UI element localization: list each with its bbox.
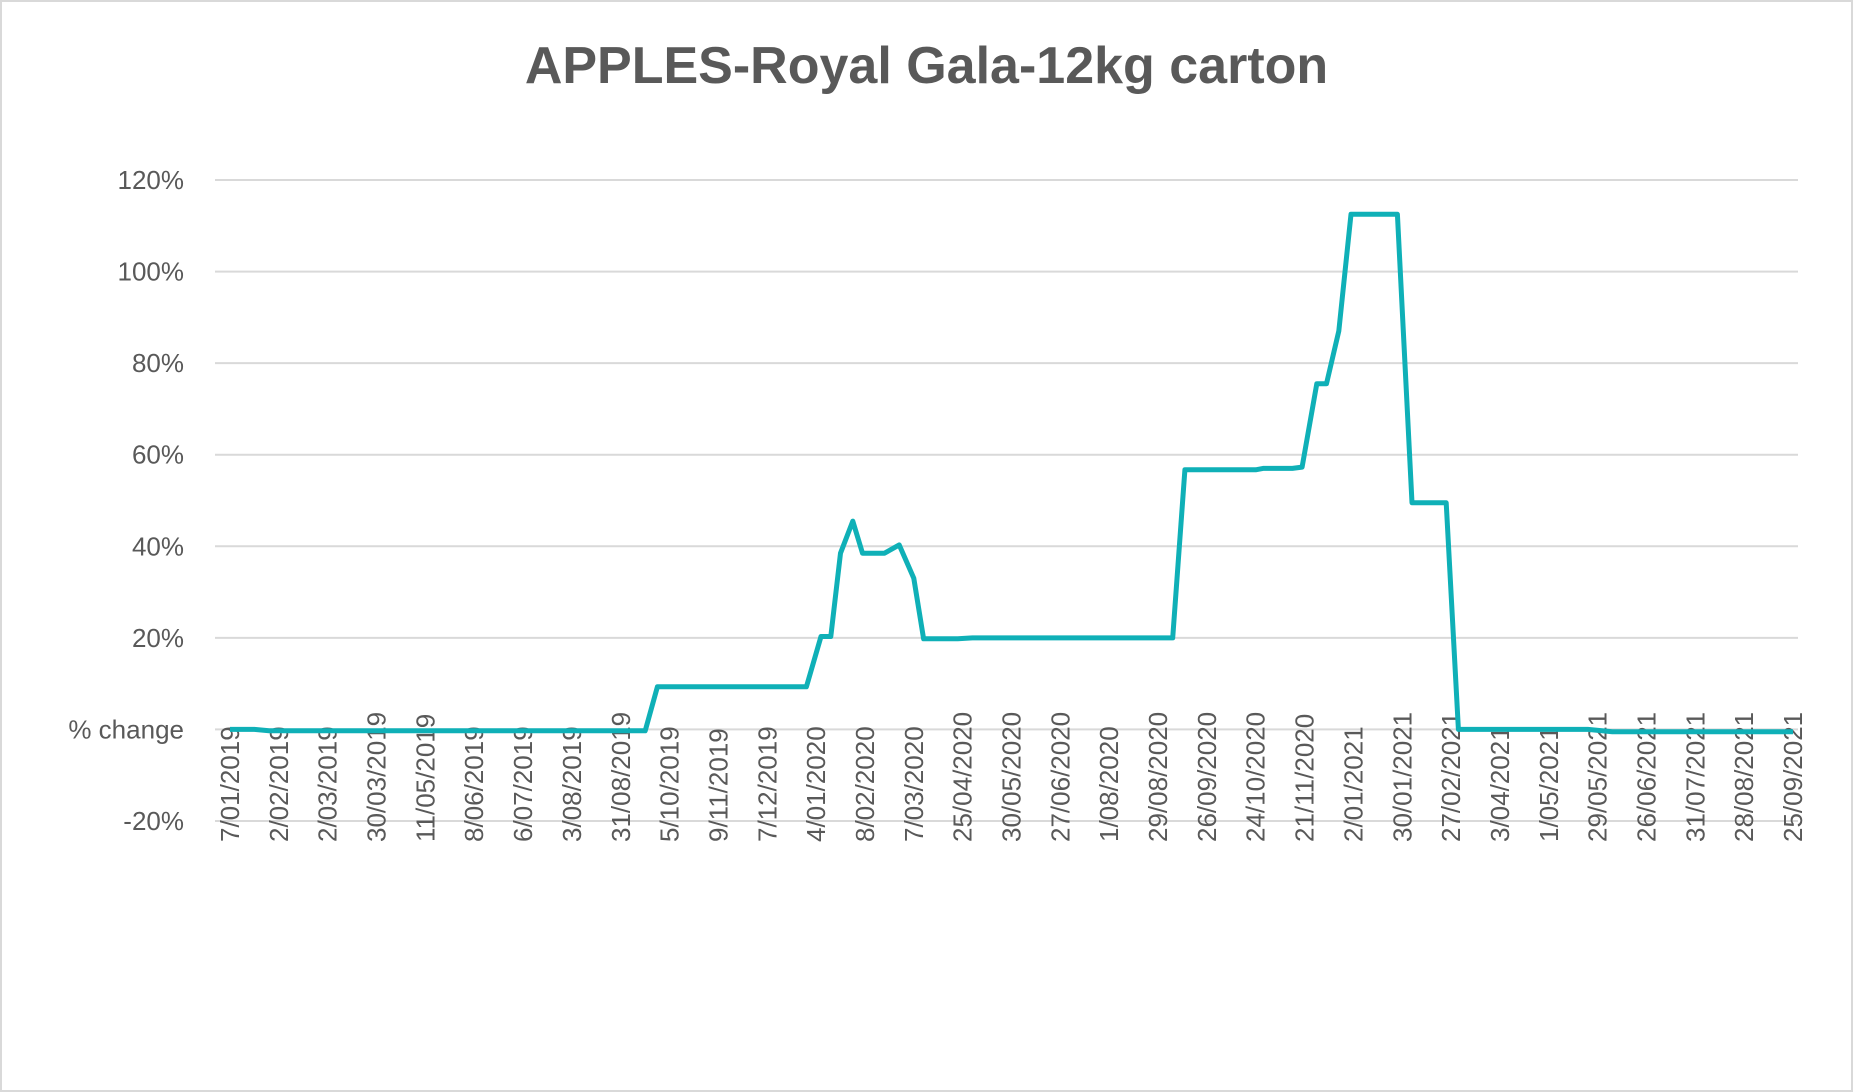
x-tick-label: 30/05/2020 [997,712,1027,842]
x-tick-label: 11/05/2019 [410,714,440,842]
x-tick-label: 1/08/2020 [1094,726,1124,842]
x-tick-label: 7/12/2019 [752,726,782,842]
y-tick-label: 60% [132,440,184,470]
x-tick-label: 8/06/2019 [459,726,489,842]
x-tick-label: 27/02/2021 [1436,712,1466,842]
y-tick-label: 80% [132,348,184,378]
y-tick-label: 100% [118,257,185,287]
x-tick-label: 24/10/2020 [1241,712,1271,842]
series-group [230,211,1793,735]
x-tick-label: 5/10/2019 [655,726,685,842]
y-tick-label: % change [68,714,184,744]
x-tick-label: 7/03/2020 [899,726,929,842]
chart-title: APPLES-Royal Gala-12kg carton [524,37,1329,95]
x-tick-label: 21/11/2020 [1290,714,1320,842]
y-tick-label: 20% [132,623,184,653]
y-axis-ticks: 120% 100% 80% 60% 40% 20% % change -20% [68,165,184,836]
x-tick-label: 3/08/2019 [557,726,587,842]
x-tick-label: 4/01/2020 [801,726,831,842]
series-line [230,211,1793,735]
y-tick-label: 40% [132,531,184,561]
x-tick-label: 1/05/2021 [1534,726,1564,842]
x-tick-label: 30/03/2019 [362,712,392,842]
x-tick-label: 2/03/2019 [313,726,343,842]
x-tick-label: 9/11/2019 [703,728,733,842]
x-tick-label: 25/04/2020 [948,712,978,842]
x-tick-label: 2/02/2019 [264,726,294,842]
y-tick-label: -20% [123,806,184,836]
x-tick-label: 31/08/2019 [606,712,636,842]
x-tick-label: 6/07/2019 [508,726,538,842]
x-tick-label: 30/01/2021 [1387,712,1417,842]
x-tick-label: 27/06/2020 [1045,712,1075,842]
x-tick-label: 29/08/2020 [1143,712,1173,842]
x-tick-label: 3/04/2021 [1485,726,1515,842]
x-tick-label: 8/02/2020 [850,726,880,842]
x-axis-ticks: 7/01/2019 2/02/2019 2/03/2019 30/03/2019 11/… [215,712,1808,842]
x-tick-label: 7/01/2019 [215,726,245,842]
x-tick-label: 2/01/2021 [1338,726,1368,842]
x-tick-label: 26/09/2020 [1192,712,1222,842]
y-tick-label: 120% [118,165,185,195]
